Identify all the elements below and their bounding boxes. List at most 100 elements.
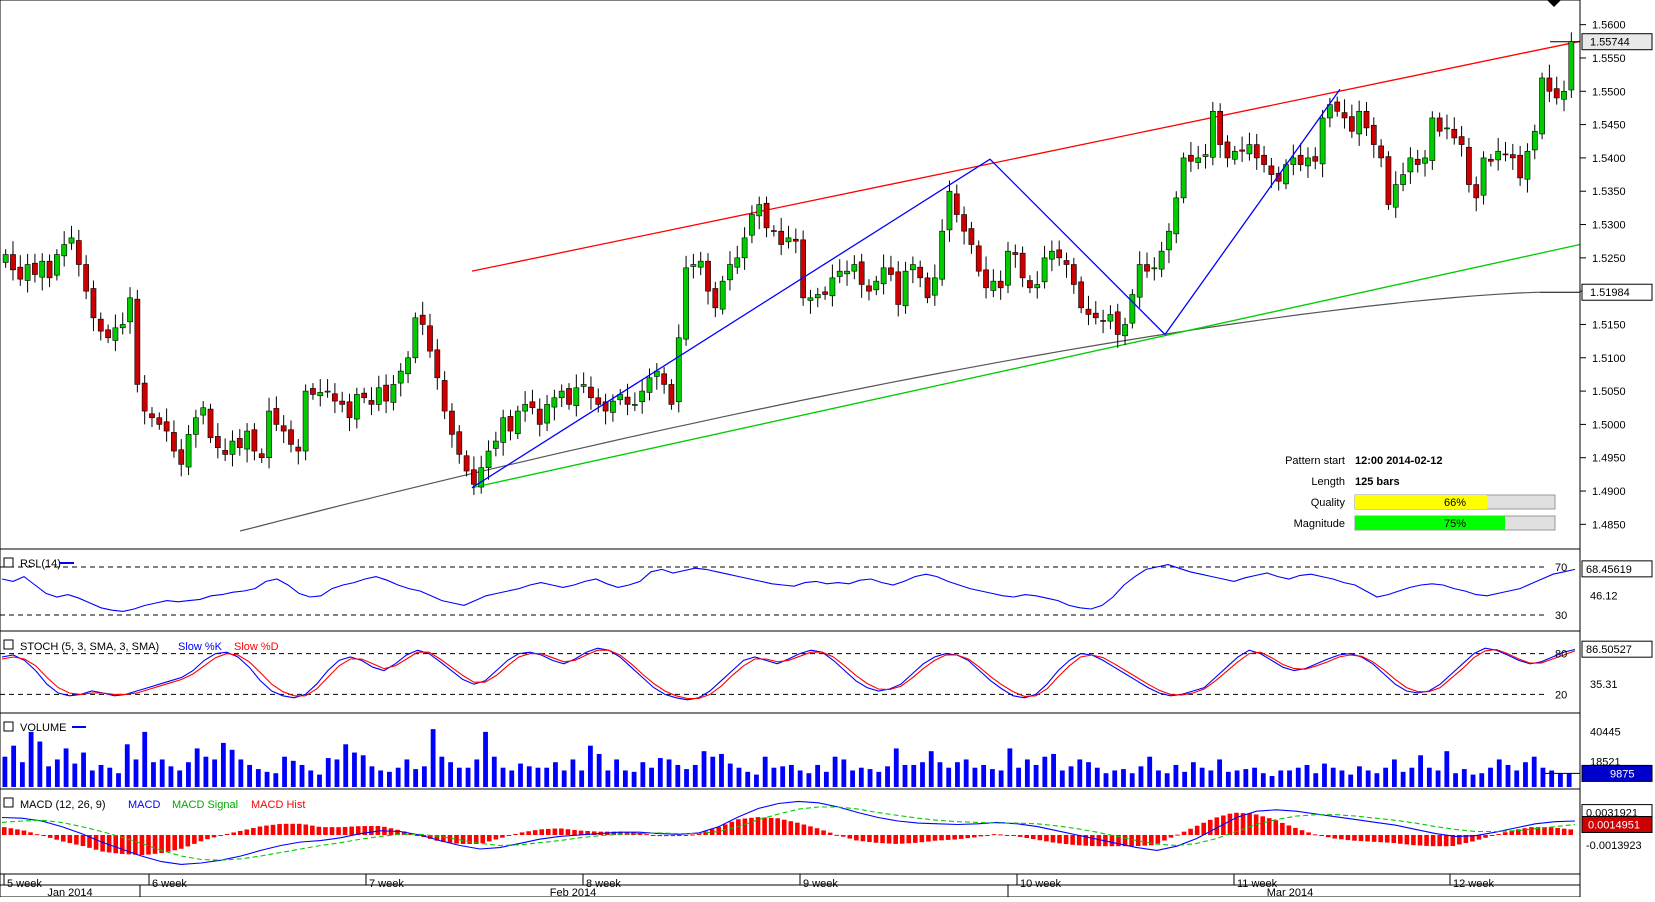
volume-current-box	[1581, 764, 1653, 782]
candle-body	[924, 277, 931, 299]
macd-hist-bar	[1332, 835, 1338, 839]
stoch-collapse-icon[interactable]	[3, 639, 14, 650]
macd-hist-bar	[978, 835, 984, 837]
stoch-k-legend: Slow %K	[178, 641, 223, 653]
volume-bar	[98, 764, 104, 787]
volume-bar	[1208, 770, 1214, 787]
macd-collapse-icon[interactable]	[3, 797, 14, 808]
volume-bar	[1330, 767, 1336, 787]
candle-body	[1100, 320, 1106, 322]
volume-bar	[998, 770, 1004, 787]
candle-body	[1129, 294, 1136, 324]
macd-low-label: -0.0013923	[1586, 840, 1642, 852]
candle-body	[858, 261, 865, 285]
macd-hist-bar	[1076, 835, 1082, 846]
volume-tick-high: 40445	[1590, 726, 1621, 738]
macd-hist-bar	[296, 823, 302, 835]
macd-hist-box	[1581, 816, 1653, 833]
macd-hist-bar	[644, 834, 649, 836]
candle-body	[1363, 110, 1370, 129]
macd-hist-bar	[1548, 827, 1554, 835]
candle-body	[771, 230, 777, 232]
week-label: 9 week	[803, 878, 838, 890]
volume-bar	[465, 767, 471, 787]
volume-bar	[1156, 770, 1161, 787]
volume-bar	[614, 759, 620, 787]
volume-bar	[1558, 773, 1563, 787]
volume-bar	[273, 773, 279, 787]
macd-hist-bar	[834, 834, 839, 836]
candle-body	[1334, 101, 1341, 112]
candle-body	[236, 438, 243, 449]
macd-hist-bar	[414, 835, 420, 836]
volume-bar	[1129, 773, 1135, 787]
quality-bar	[1355, 495, 1487, 509]
macd-hist-bar	[1378, 835, 1383, 843]
macd-hist-bar	[375, 826, 381, 835]
candle-body	[1407, 157, 1414, 173]
rsi-panel[interactable]	[0, 548, 1581, 632]
macd-hist-bar	[159, 835, 164, 854]
rsi-chart: 70 30 46.12 68.45619	[0, 560, 1653, 622]
rsi-collapse-icon[interactable]	[3, 557, 14, 568]
macd-hist-bar	[434, 835, 440, 841]
macd-hist-bar	[2, 827, 7, 835]
volume-bar	[1304, 764, 1310, 787]
macd-hist-bar	[441, 835, 446, 843]
macd-hist-bar	[696, 833, 702, 835]
stoch-d-line	[1, 648, 1576, 700]
scroll-arrow-icon[interactable]	[1547, 0, 1561, 7]
macd-hist-bar	[572, 829, 577, 835]
macd-hist-bar	[1247, 813, 1252, 835]
macd-hist-bar	[578, 830, 584, 835]
volume-bar	[1374, 773, 1380, 787]
volume-bar	[885, 766, 890, 787]
candle-body	[244, 430, 250, 450]
price-tick-label: 1.5500	[1592, 86, 1626, 98]
candle-body	[800, 239, 806, 299]
candle-body	[705, 260, 711, 292]
stoch-d-legend: Slow %D	[234, 641, 279, 653]
macd-hist-bar	[1109, 835, 1115, 847]
candle-body	[214, 436, 221, 449]
macd-hist-bar	[1004, 835, 1010, 836]
macd-hist-bar	[342, 826, 348, 835]
macd-hist-bar	[801, 824, 807, 835]
macd-hist-bar	[1470, 835, 1475, 842]
volume-bar	[1566, 773, 1572, 787]
candle-body	[807, 297, 814, 301]
candle-body	[68, 237, 75, 244]
volume-bar	[1523, 762, 1528, 787]
volume-bar	[745, 771, 751, 787]
macd-hist-bar	[795, 822, 800, 835]
macd-hist-bar	[913, 835, 918, 843]
macd-hist-bar	[1411, 835, 1416, 846]
stoch-panel[interactable]	[0, 630, 1581, 714]
candle-body	[1327, 104, 1333, 119]
candle-body	[631, 404, 638, 406]
volume-bar	[946, 767, 952, 787]
moving-average-line	[239, 291, 1541, 532]
macd-hist-bar	[985, 835, 990, 836]
macd-hist-bar	[133, 835, 138, 855]
volume-bar	[1147, 756, 1153, 787]
macd-hist-bar	[1319, 835, 1324, 836]
candle-body	[829, 277, 836, 297]
week-label: 7 week	[369, 878, 404, 890]
macd-hist-bar	[1345, 835, 1351, 841]
candle-body	[1305, 157, 1311, 167]
macd-hist-bar	[34, 834, 40, 836]
volume-bar	[491, 756, 497, 787]
candle-body	[1553, 88, 1560, 99]
volume-bar	[1042, 756, 1048, 787]
candle-body	[258, 453, 265, 459]
volume-collapse-icon[interactable]	[3, 721, 14, 732]
volume-bar	[299, 764, 305, 787]
macd-hist-bar	[178, 835, 184, 849]
volume-bar	[535, 767, 541, 787]
volume-bar	[710, 756, 716, 787]
candle-body	[478, 467, 485, 488]
candle-body	[1122, 324, 1128, 337]
